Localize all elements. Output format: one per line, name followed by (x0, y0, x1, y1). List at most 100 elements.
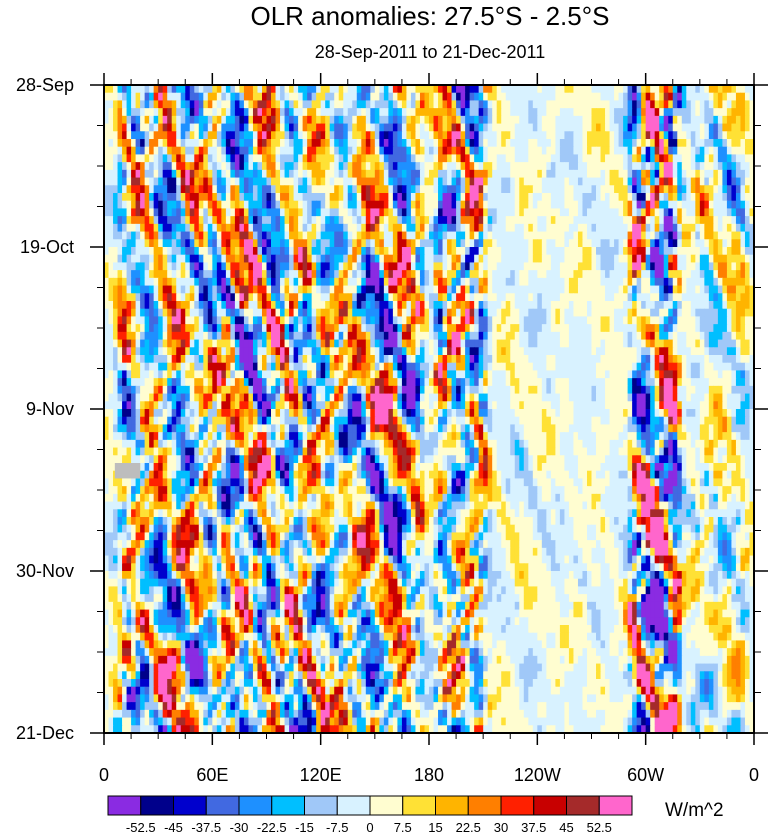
heatmap-cell (153, 185, 159, 194)
heatmap-cell (356, 139, 362, 148)
heatmap-cell (559, 285, 566, 294)
heatmap-cell (266, 324, 272, 333)
heatmap-cell (672, 146, 678, 156)
heatmap-cell (167, 262, 173, 271)
heatmap-cell (365, 324, 371, 333)
heatmap-cell (406, 270, 412, 279)
heatmap-cell (686, 277, 692, 287)
heatmap-cell (541, 247, 547, 256)
heatmap-cell (248, 254, 254, 264)
heatmap-cell (122, 100, 128, 109)
heatmap-cell (537, 301, 543, 310)
heatmap-cell (447, 177, 453, 186)
heatmap-cell (699, 85, 705, 94)
heatmap-cell (415, 324, 421, 333)
heatmap-cell (654, 339, 660, 348)
heatmap-cell (492, 200, 498, 210)
heatmap-cell (212, 231, 218, 240)
heatmap-cell (600, 131, 606, 140)
heatmap-cell (198, 301, 204, 310)
heatmap-cell (442, 108, 448, 117)
heatmap-cell (207, 85, 213, 94)
heatmap-cell (514, 247, 520, 256)
heatmap-cell (171, 115, 177, 125)
heatmap-cell (650, 339, 656, 348)
heatmap-cell (582, 115, 588, 125)
heatmap-cell (568, 92, 575, 102)
heatmap-cell (325, 331, 331, 341)
heatmap-cell (726, 308, 733, 318)
heatmap-cell (347, 239, 353, 248)
heatmap-cell (221, 339, 227, 348)
heatmap-cell (239, 223, 245, 233)
heatmap-cell (343, 169, 349, 179)
heatmap-cell (185, 331, 191, 341)
heatmap-cell (623, 277, 629, 287)
heatmap-cell (469, 85, 475, 94)
heatmap-cell (239, 262, 245, 271)
heatmap-cell (365, 185, 371, 194)
heatmap-cell (460, 185, 466, 194)
heatmap-cell (496, 277, 502, 287)
heatmap-cell (284, 308, 290, 318)
heatmap-cell (641, 162, 647, 171)
heatmap-cell (541, 254, 547, 264)
heatmap-cell (257, 324, 263, 333)
heatmap-cell (347, 301, 353, 310)
heatmap-cell (528, 108, 534, 117)
heatmap-cell (614, 262, 620, 271)
heatmap-cell (352, 316, 358, 325)
heatmap-cell (388, 347, 394, 356)
heatmap-cell (167, 216, 173, 225)
heatmap-cell (176, 247, 182, 256)
heatmap-cell (429, 208, 435, 217)
heatmap-cell (239, 162, 245, 171)
heatmap-cell (447, 108, 453, 117)
heatmap-cell (122, 254, 128, 264)
heatmap-cell (559, 185, 566, 194)
heatmap-cell (289, 231, 295, 240)
heatmap-cell (523, 208, 529, 217)
heatmap-cell (645, 270, 651, 279)
heatmap-cell (289, 293, 295, 302)
heatmap-cell (451, 169, 457, 179)
heatmap-cell (117, 308, 123, 318)
heatmap-cell (280, 247, 286, 256)
heatmap-cell (347, 339, 353, 348)
heatmap-cell (744, 177, 751, 186)
heatmap-cell (347, 216, 353, 225)
heatmap-cell (189, 270, 195, 279)
heatmap-cell (176, 185, 182, 194)
heatmap-cell (695, 193, 701, 202)
heatmap-cell (708, 146, 714, 156)
heatmap-cell (708, 270, 714, 279)
heatmap-cell (379, 177, 385, 186)
heatmap-cell (243, 277, 250, 287)
heatmap-cell (695, 254, 701, 264)
heatmap-cell (185, 216, 191, 225)
heatmap-cell (442, 169, 448, 179)
heatmap-cell (302, 108, 308, 117)
heatmap-cell (140, 347, 146, 356)
heatmap-cell (356, 270, 362, 279)
heatmap-cell (577, 131, 584, 140)
heatmap-cell (623, 92, 629, 102)
heatmap-cell (108, 177, 114, 186)
heatmap-cell (717, 308, 723, 318)
heatmap-cell (550, 100, 556, 109)
heatmap-cell (672, 301, 678, 310)
heatmap-cell (153, 339, 159, 348)
heatmap-cell (347, 223, 353, 233)
heatmap-cell (460, 308, 466, 318)
heatmap-cell (352, 301, 358, 310)
heatmap-cell (406, 177, 412, 186)
heatmap-cell (275, 162, 281, 171)
heatmap-cell (582, 146, 588, 156)
heatmap-cell (717, 339, 723, 348)
heatmap-cell (487, 193, 493, 202)
heatmap-cell (668, 208, 674, 217)
heatmap-cell (726, 331, 733, 341)
heatmap-cell (704, 254, 710, 264)
heatmap-cell (122, 324, 128, 333)
heatmap-cell (424, 108, 430, 117)
